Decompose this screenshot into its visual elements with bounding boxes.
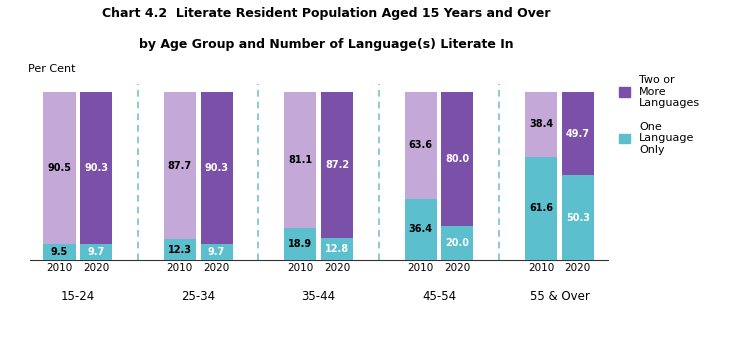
Text: 9.7: 9.7	[87, 247, 104, 257]
Text: 15-24: 15-24	[61, 290, 95, 303]
Text: 55 & Over: 55 & Over	[530, 290, 589, 303]
Bar	[405, 92, 436, 199]
Bar	[285, 228, 316, 260]
Legend: Two or
More
Languages, One
Language
Only: Two or More Languages, One Language Only	[619, 75, 700, 155]
Bar	[80, 92, 112, 244]
Text: 87.2: 87.2	[325, 160, 349, 170]
Text: by Age Group and Number of Language(s) Literate In: by Age Group and Number of Language(s) L…	[139, 38, 514, 51]
Text: 12.8: 12.8	[325, 244, 349, 254]
Text: 9.5: 9.5	[51, 247, 68, 257]
Bar	[44, 92, 76, 244]
Bar	[164, 92, 196, 239]
Text: 90.5: 90.5	[47, 163, 71, 173]
Text: 36.4: 36.4	[409, 224, 433, 234]
Text: 80.0: 80.0	[445, 154, 470, 164]
Bar	[525, 157, 557, 260]
Text: 87.7: 87.7	[167, 161, 192, 171]
Text: 50.3: 50.3	[566, 213, 590, 223]
Text: 18.9: 18.9	[288, 239, 313, 249]
Bar	[562, 92, 594, 175]
Text: 90.3: 90.3	[205, 163, 228, 173]
Text: 61.6: 61.6	[529, 203, 553, 213]
Bar	[321, 92, 353, 238]
Bar	[405, 199, 436, 260]
Bar	[80, 244, 112, 260]
Text: 90.3: 90.3	[84, 163, 108, 173]
Bar	[525, 92, 557, 157]
Text: 81.1: 81.1	[288, 155, 313, 165]
Text: 45-54: 45-54	[422, 290, 456, 303]
Bar	[201, 92, 233, 244]
Text: 12.3: 12.3	[168, 245, 192, 254]
Text: Per Cent: Per Cent	[28, 64, 76, 74]
Bar	[442, 92, 473, 226]
Text: 9.7: 9.7	[208, 247, 225, 257]
Text: 38.4: 38.4	[529, 119, 554, 129]
Text: 20.0: 20.0	[445, 238, 469, 248]
Text: 49.7: 49.7	[566, 129, 590, 139]
Text: Chart 4.2  Literate Resident Population Aged 15 Years and Over: Chart 4.2 Literate Resident Population A…	[102, 7, 551, 20]
Bar	[562, 175, 594, 260]
Bar	[285, 92, 316, 228]
Text: 63.6: 63.6	[409, 141, 433, 150]
Bar	[321, 238, 353, 260]
Bar	[442, 226, 473, 260]
Bar	[164, 239, 196, 260]
Bar	[201, 244, 233, 260]
Text: 25-34: 25-34	[181, 290, 216, 303]
Text: 35-44: 35-44	[302, 290, 336, 303]
Bar	[44, 244, 76, 260]
